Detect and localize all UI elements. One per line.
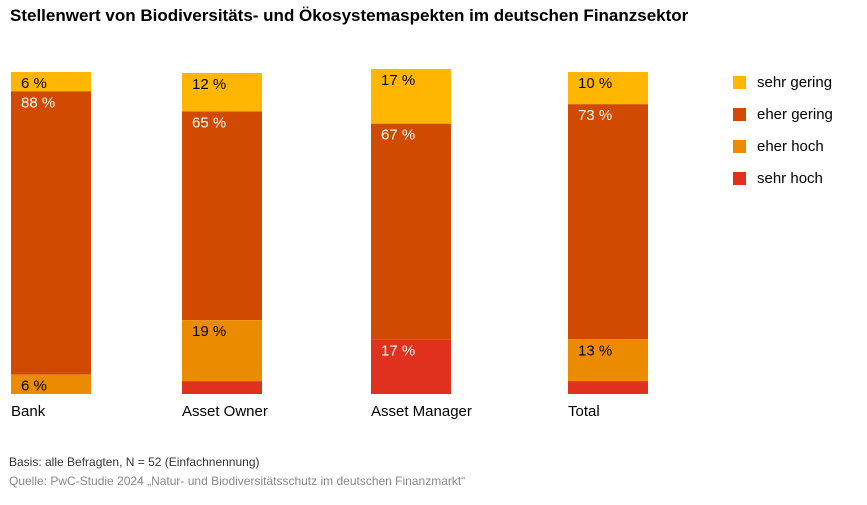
chart-title: Stellenwert von Biodiversitäts- und Ökos… <box>10 6 689 25</box>
legend-swatch-eher-gering <box>733 107 746 121</box>
data-label-bank-eher-hoch: 6 % <box>21 378 47 395</box>
category-label-asset-manager: Asset Manager <box>371 403 472 420</box>
data-label-total-sehr-gering: 10 % <box>578 75 612 92</box>
legend-label-sehr-gering: sehr gering <box>757 73 833 91</box>
legend-item-sehr-hoch: sehr hoch <box>733 162 833 194</box>
bar-total-eher-gering <box>568 104 648 340</box>
chart-legend: sehr gering eher gering eher hoch sehr h… <box>733 66 833 194</box>
data-label-asset-owner-eher-hoch: 19 % <box>192 323 226 340</box>
legend-item-eher-gering: eher gering <box>733 98 833 130</box>
bar-total-eher-hoch <box>568 339 648 382</box>
legend-label-eher-hoch: eher hoch <box>757 137 824 155</box>
bar-asset-owner-sehr-gering <box>182 73 262 112</box>
category-label-asset-owner: Asset Owner <box>182 403 268 420</box>
legend-label-sehr-hoch: sehr hoch <box>757 169 823 187</box>
data-label-bank-eher-gering: 88 % <box>21 94 55 111</box>
data-label-asset-owner-eher-gering: 65 % <box>192 115 226 132</box>
legend-item-eher-hoch: eher hoch <box>733 130 833 162</box>
data-label-asset-manager-sehr-hoch: 17 % <box>381 342 415 359</box>
bar-asset-manager-eher-gering <box>371 123 451 340</box>
bar-total-sehr-gering <box>568 72 648 105</box>
legend-swatch-sehr-gering <box>733 75 746 89</box>
data-label-asset-owner-sehr-gering: 12 % <box>192 76 226 93</box>
legend-swatch-eher-hoch <box>733 139 746 153</box>
bar-total-sehr-hoch <box>568 381 648 394</box>
bar-asset-manager-sehr-hoch <box>371 339 451 394</box>
category-label-total: Total <box>568 403 600 420</box>
bar-asset-owner-eher-gering <box>182 111 262 321</box>
bar-asset-owner-sehr-hoch <box>182 381 262 394</box>
bar-asset-manager-sehr-gering <box>371 69 451 124</box>
data-label-total-eher-gering: 73 % <box>578 107 612 124</box>
data-label-bank-sehr-gering: 6 % <box>21 75 47 92</box>
data-label-total-eher-hoch: 13 % <box>578 342 612 359</box>
bar-asset-owner-eher-hoch <box>182 320 262 382</box>
bar-bank-eher-gering <box>11 91 91 375</box>
bar-bank-eher-hoch <box>11 374 91 394</box>
category-label-bank: Bank <box>11 403 46 420</box>
legend-swatch-sehr-hoch <box>733 171 746 185</box>
data-label-asset-manager-eher-gering: 67 % <box>381 127 415 144</box>
legend-label-eher-gering: eher gering <box>757 105 833 123</box>
legend-item-sehr-gering: sehr gering <box>733 66 833 98</box>
data-label-asset-manager-sehr-gering: 17 % <box>381 72 415 89</box>
bar-bank-sehr-gering <box>11 72 91 92</box>
footer-basis: Basis: alle Befragten, N = 52 (Einfachne… <box>9 455 260 469</box>
footer-source: Quelle: PwC-Studie 2024 „Natur- und Biod… <box>9 474 466 488</box>
